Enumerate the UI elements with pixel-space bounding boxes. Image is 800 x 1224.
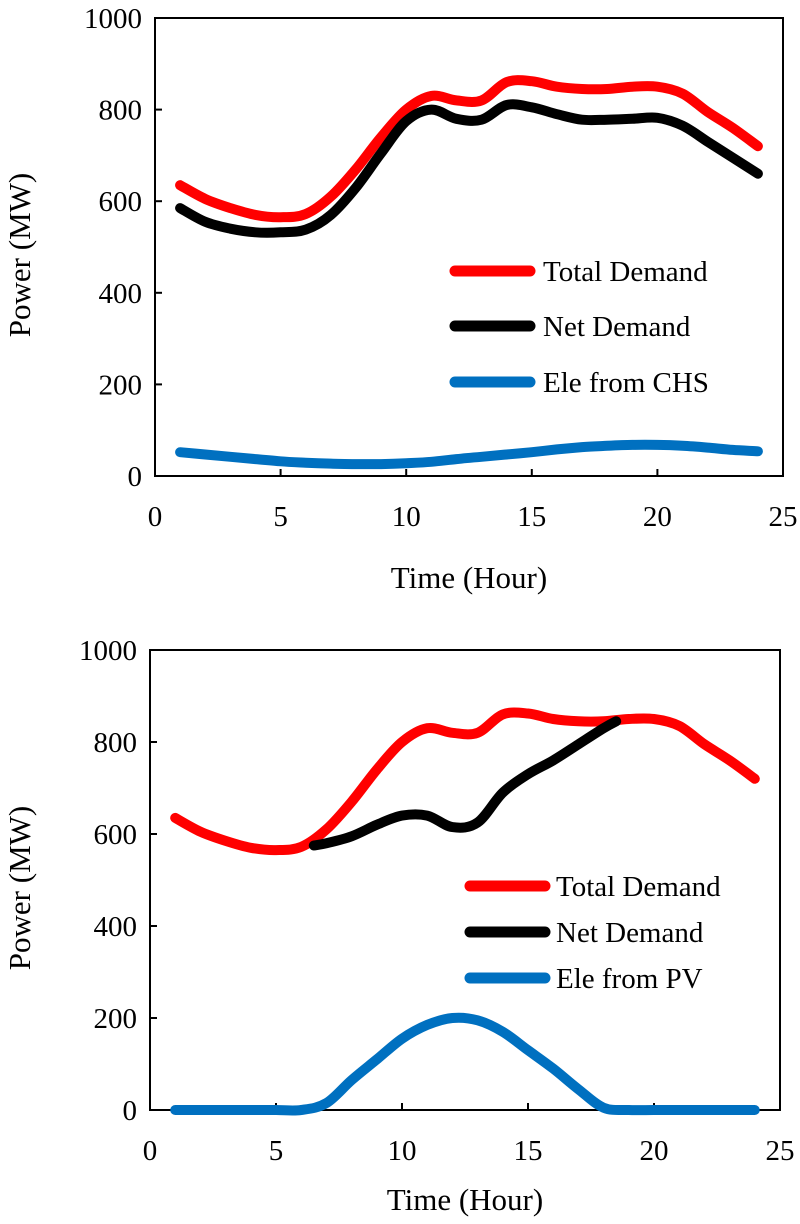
x-tick-label: 5 (269, 1135, 284, 1167)
y-tick-label: 0 (128, 461, 143, 493)
x-tick-label: 0 (143, 1135, 158, 1167)
legend-label-net-demand: Net Demand (543, 311, 691, 343)
series-line-net-demand (175, 99, 763, 238)
series-line-ele-from-chs (175, 439, 763, 470)
y-tick-label: 400 (99, 278, 143, 310)
y-tick-label: 800 (99, 95, 143, 127)
series-line-total-demand (175, 75, 763, 223)
chart-pv: 0 200 400 600 800 1000 0 5 10 15 20 25 Time (Hour) Po… (2, 635, 795, 1217)
legend-label-ele-from-pv: Ele from PV (556, 963, 703, 995)
y-axis-title: Power (MW) (2, 173, 37, 337)
series-line-ele-from-pv (170, 1012, 760, 1116)
y-tick-label: 0 (123, 1095, 138, 1127)
x-tick-label: 25 (769, 501, 798, 533)
plot-area (149, 649, 781, 1111)
x-tick-label: 10 (392, 501, 421, 533)
x-tick-label: 0 (148, 501, 163, 533)
x-tick-label: 5 (273, 501, 288, 533)
x-tick-label: 10 (388, 1135, 417, 1167)
y-tick-label: 600 (99, 186, 143, 218)
y-tick-label: 200 (99, 369, 143, 401)
x-axis-title: Time (Hour) (387, 1182, 543, 1217)
legend-label-total-demand: Total Demand (543, 256, 708, 288)
x-tick-label: 20 (643, 501, 672, 533)
y-tick-label: 800 (94, 727, 138, 759)
y-tick-label: 1000 (79, 635, 137, 667)
series-line-net-demand (308, 716, 622, 851)
y-tick-label: 400 (94, 911, 138, 943)
y-tick-label: 1000 (84, 3, 142, 35)
chart-chs: 0 200 400 600 800 1000 0 5 10 15 20 25 Time (Hour) Po… (2, 3, 798, 595)
legend-label-total-demand: Total Demand (556, 871, 721, 903)
y-tick-label: 600 (94, 819, 138, 851)
x-tick-label: 25 (766, 1135, 795, 1167)
plot-area (154, 17, 784, 477)
x-axis-title: Time (Hour) (391, 560, 547, 595)
series-line-total-demand (170, 707, 760, 856)
x-tick-label: 15 (514, 1135, 543, 1167)
y-axis-title: Power (MW) (2, 806, 37, 970)
x-tick-label: 15 (517, 501, 546, 533)
legend-label-net-demand: Net Demand (556, 917, 704, 949)
legend-label-ele-from-chs: Ele from CHS (543, 367, 709, 399)
x-tick-label: 20 (640, 1135, 669, 1167)
y-tick-label: 200 (94, 1003, 138, 1035)
